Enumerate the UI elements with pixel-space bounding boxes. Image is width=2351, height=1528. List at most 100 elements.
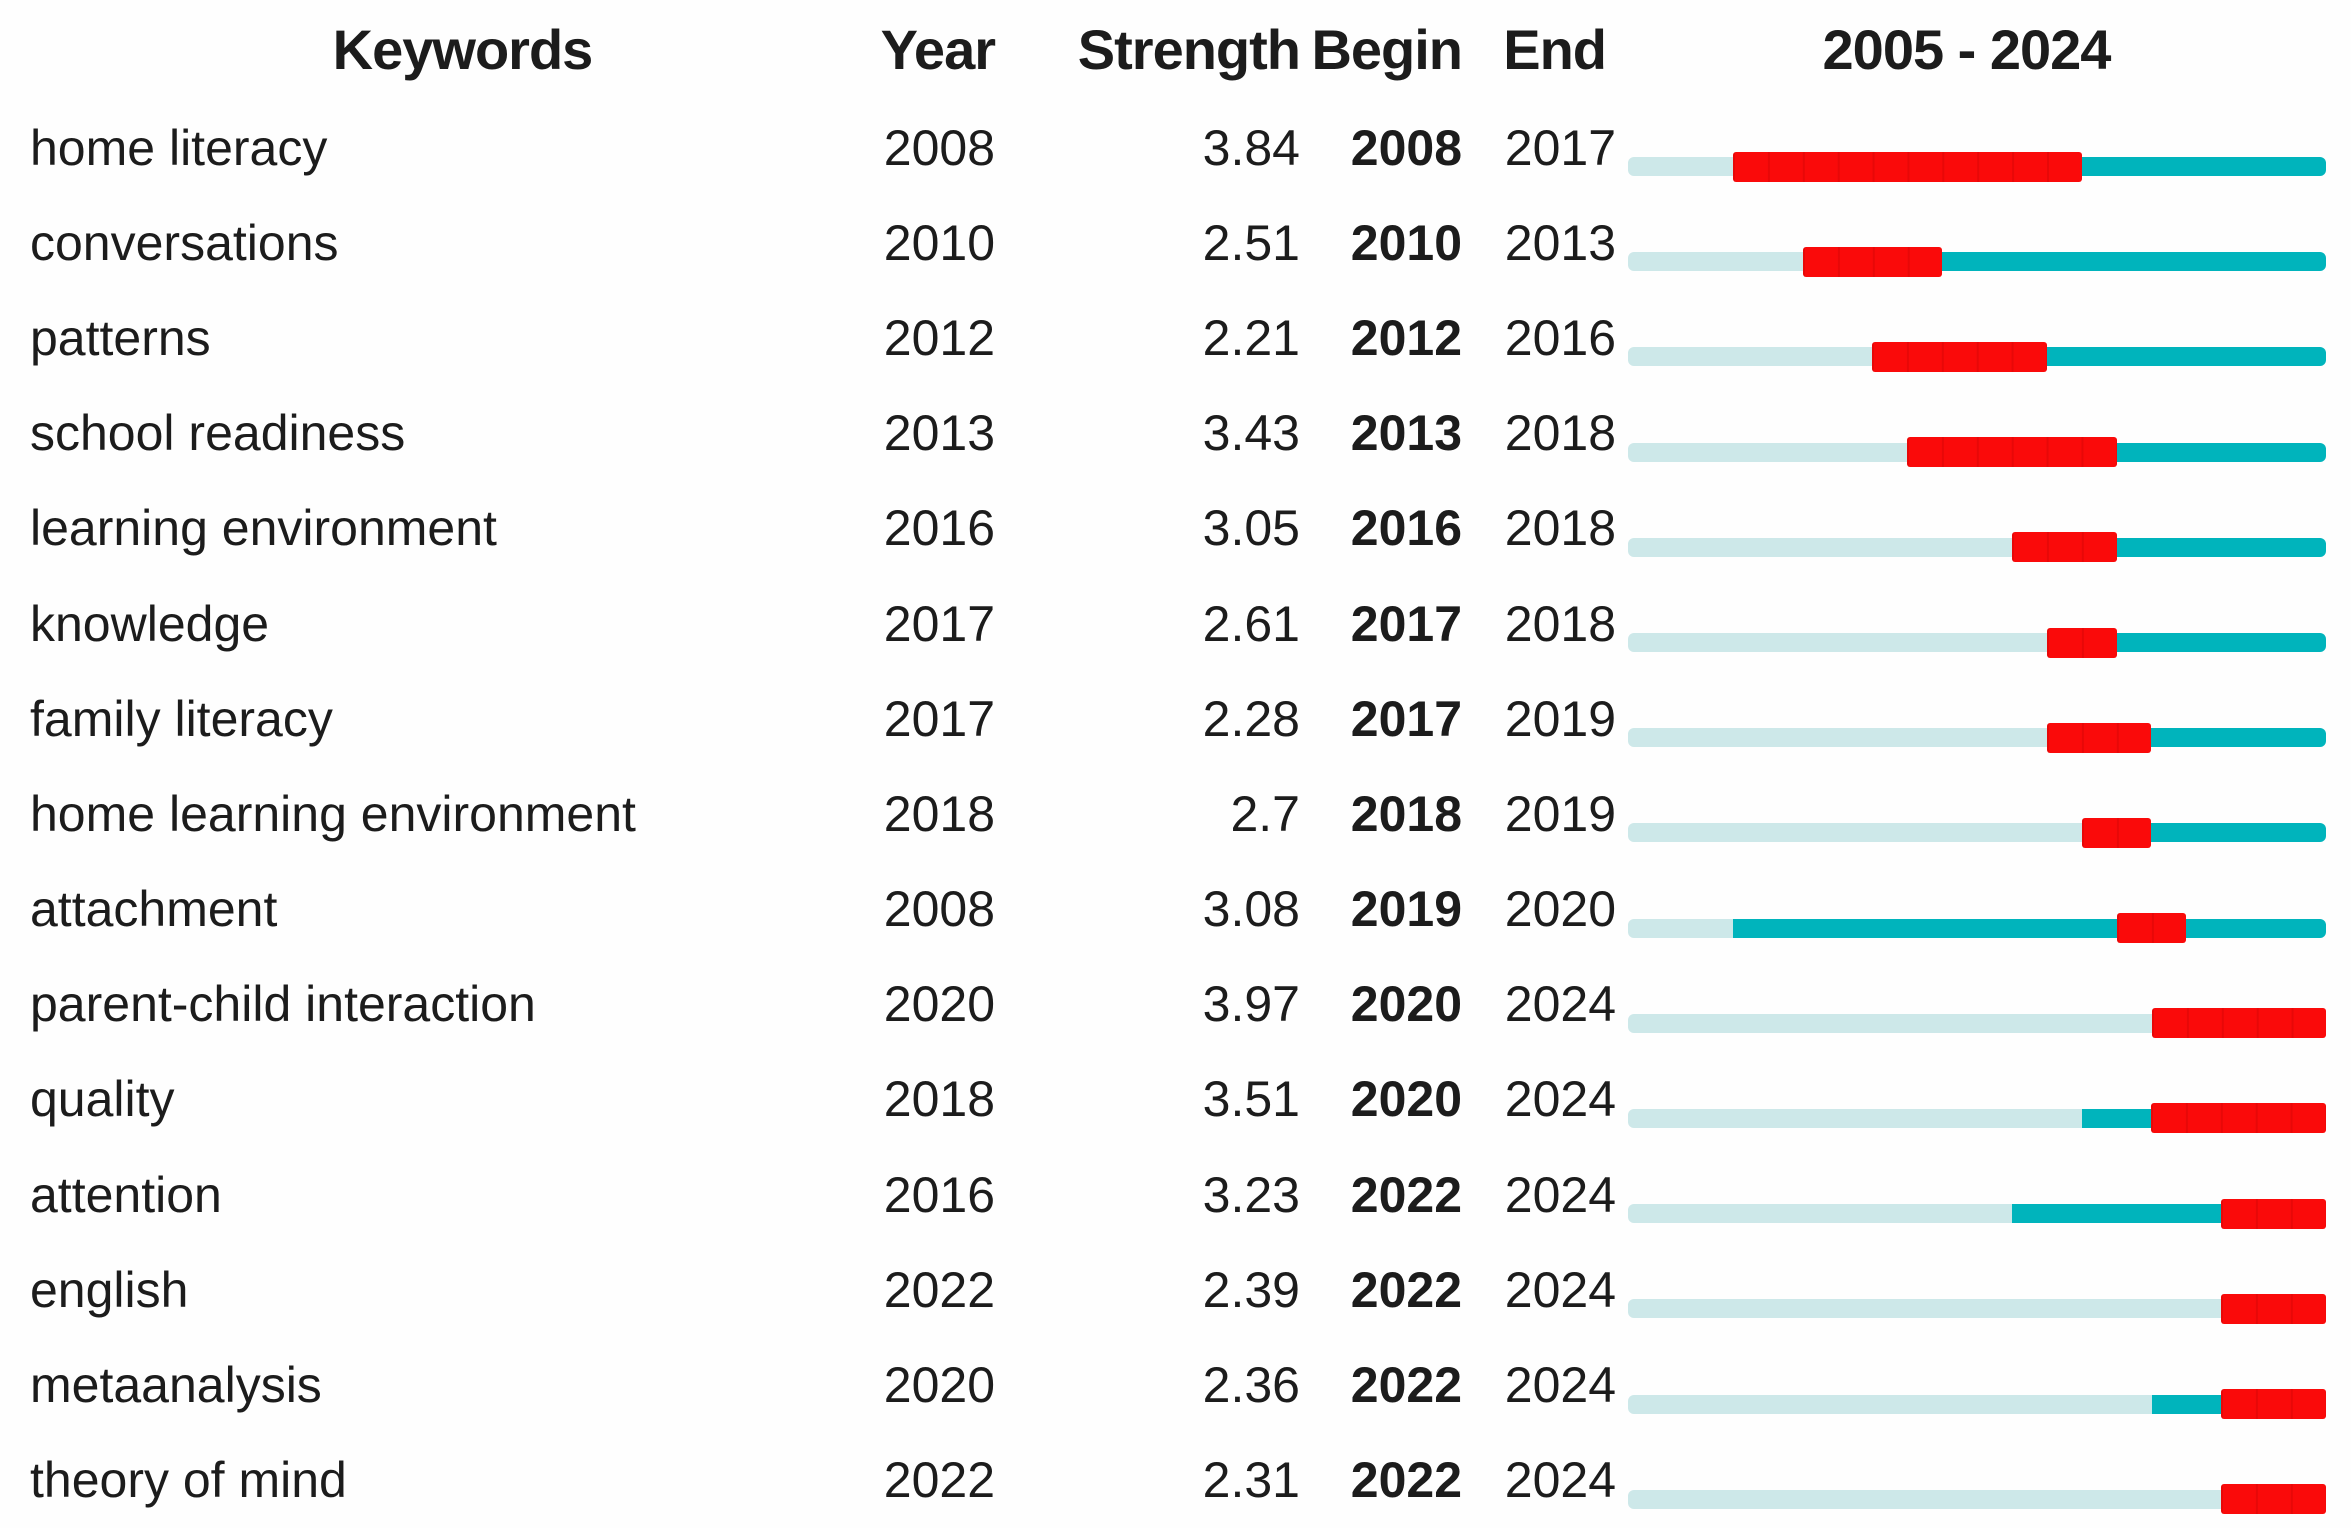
end-cell: 2024 [1504,1071,1616,1128]
segment-burst [2046,627,2117,658]
segment-active-before-burst [2151,1394,2222,1414]
table-row: knowledge 2017 2.61 2017 2018 [0,576,2351,671]
begin-cell: 2022 [1350,1166,1462,1223]
segment-inactive [1628,1108,2082,1128]
timeline-cell [1622,1444,2351,1516]
table-body: home literacy 2008 3.84 2008 2017 conversatio… [0,100,2351,1528]
timeline-track [1628,721,2326,755]
timeline-track [1628,626,2326,660]
column-header-keywords: Keywords [332,18,594,81]
end-cell: 2024 [1504,1357,1616,1414]
strength-cell: 2.28 [1202,690,1300,747]
strength-cell: 2.39 [1202,1261,1300,1318]
keyword-cell: metaanalysis [30,1357,322,1414]
strength-cell: 2.36 [1202,1357,1300,1414]
table-header-row: Keywords Year Strength Begin End 2005 - … [0,0,2351,100]
segment-inactive [1628,633,2047,653]
strength-cell: 3.23 [1202,1166,1300,1223]
keyword-cell: school readiness [30,405,406,462]
end-cell: 2020 [1504,881,1616,938]
begin-cell: 2020 [1350,976,1462,1033]
timeline-cell [1622,683,2351,755]
keyword-cell: knowledge [30,595,270,652]
keyword-cell: patterns [30,309,211,366]
end-cell: 2024 [1504,1261,1616,1318]
strength-cell: 3.43 [1202,405,1300,462]
year-cell: 2012 [883,309,995,366]
segment-active-before-burst [2011,1204,2222,1224]
year-cell: 2020 [883,976,995,1033]
keyword-cell: family literacy [30,690,333,747]
end-cell: 2018 [1504,405,1616,462]
timeline-cell [1622,1063,2351,1135]
segment-burst [2151,1008,2326,1039]
end-cell: 2024 [1504,1166,1616,1223]
year-cell: 2018 [883,785,995,842]
timeline-cell [1622,1159,2351,1231]
timeline-cell [1622,778,2351,850]
strength-cell: 3.97 [1202,976,1300,1033]
year-cell: 2008 [883,119,995,176]
keyword-cell: english [30,1261,189,1318]
timeline-track [1628,911,2326,945]
timeline-cell [1622,397,2351,469]
year-cell: 2016 [883,1166,995,1223]
year-cell: 2020 [883,1357,995,1414]
table-row: english 2022 2.39 2022 2024 [0,1242,2351,1337]
segment-inactive [1628,347,1873,367]
strength-cell: 2.21 [1202,309,1300,366]
timeline-track [1628,340,2326,374]
begin-cell: 2017 [1350,690,1462,747]
end-cell: 2016 [1504,309,1616,366]
begin-cell: 2019 [1350,881,1462,938]
segment-inactive [1628,252,1803,272]
table-row: patterns 2012 2.21 2012 2016 [0,290,2351,385]
table-row: learning environment 2016 3.05 2016 2018 [0,481,2351,576]
segment-inactive [1628,537,2012,557]
table-row: attachment 2008 3.08 2019 2020 [0,862,2351,957]
segment-burst [2221,1293,2326,1324]
end-cell: 2024 [1504,976,1616,1033]
segment-burst [2221,1484,2326,1515]
column-header-year: Year [880,18,996,81]
timeline-track [1628,245,2326,279]
column-header-end: End [1503,18,1607,81]
end-cell: 2024 [1504,1452,1616,1509]
keyword-cell: attention [30,1166,222,1223]
table-row: parent-child interaction 2020 3.97 2020 2024 [0,957,2351,1052]
year-cell: 2017 [883,690,995,747]
begin-cell: 2022 [1350,1452,1462,1509]
segment-inactive [1628,918,1733,938]
timeline-track [1628,1292,2326,1326]
segment-burst [2221,1389,2326,1420]
timeline-track [1628,1197,2326,1231]
segment-burst [1872,341,2047,372]
segment-inactive [1628,1394,2152,1414]
timeline-cell [1622,1349,2351,1421]
keyword-cell: attachment [30,881,278,938]
keyword-cell: theory of mind [30,1452,347,1509]
timeline-cell [1622,588,2351,660]
year-cell: 2022 [883,1452,995,1509]
segment-burst [2011,532,2117,563]
year-cell: 2010 [883,214,995,271]
timeline-track [1628,1387,2326,1421]
table-row: home literacy 2008 3.84 2008 2017 [0,100,2351,195]
timeline-cell [1622,112,2351,184]
timeline-cell [1622,302,2351,374]
timeline-track [1628,150,2326,184]
strength-cell: 2.31 [1202,1452,1300,1509]
timeline-track [1628,1482,2326,1516]
keyword-cell: quality [30,1071,175,1128]
timeline-cell [1622,873,2351,945]
timeline-track [1628,816,2326,850]
year-cell: 2017 [883,595,995,652]
segment-active-after-burst [2151,823,2326,843]
segment-inactive [1628,157,1733,177]
strength-cell: 3.51 [1202,1071,1300,1128]
segment-active-before-burst [2081,1108,2152,1128]
segment-active-after-burst [2116,537,2326,557]
end-cell: 2013 [1504,214,1616,271]
end-cell: 2019 [1504,785,1616,842]
begin-cell: 2008 [1350,119,1462,176]
